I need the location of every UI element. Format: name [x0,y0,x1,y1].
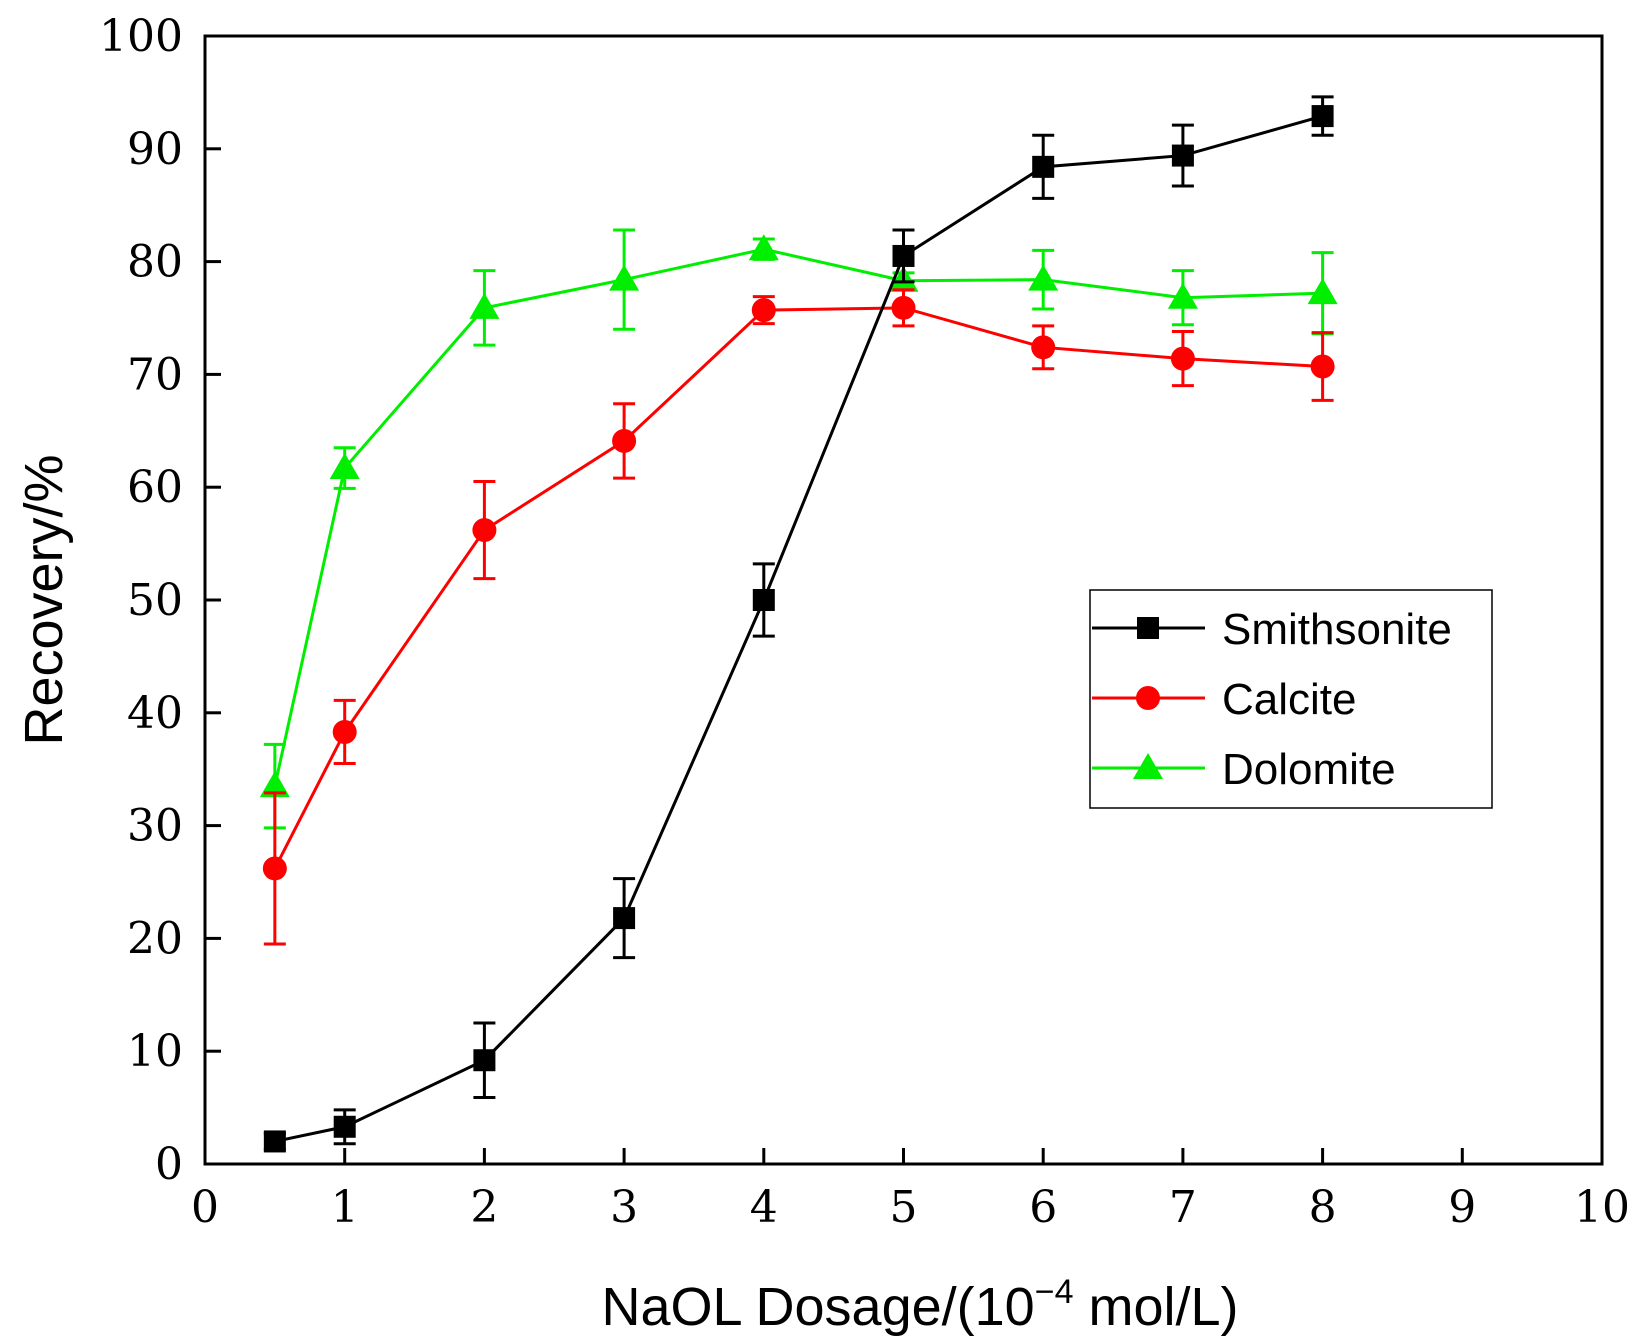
calcite-point [472,518,497,543]
x-tick-label: 5 [890,1182,918,1233]
calcite-point [262,856,287,881]
smithsonite-point [892,244,915,267]
legend: Smithsonite Calcite Dolomite [1089,589,1493,809]
smithsonite-point [613,907,636,930]
legend-swatch-marker [1137,617,1159,639]
calcite-point [751,298,776,323]
dolomite-point [1307,278,1338,305]
y-tick-label: 90 [127,124,183,175]
x-axis-title-main: NaOL Dosage/(10 [601,1277,1034,1337]
smithsonite-point [473,1049,496,1072]
series-dolomite [259,228,1338,830]
series-smithsonite [263,95,1334,1153]
dolomite-point [748,234,779,261]
smithsonite-point [752,589,775,611]
y-tick-label: 20 [127,913,183,964]
y-tick-label: 80 [127,237,183,288]
plot-frame [203,34,1604,1166]
smithsonite-point [1171,144,1194,167]
y-tick-label: 100 [99,11,183,62]
x-tick-label: 8 [1309,1182,1337,1233]
series-layer [259,95,1338,1153]
dolomite-point [1028,264,1059,291]
legend-label: Calcite [1222,675,1357,724]
x-tick-label: 2 [470,1182,498,1233]
x-axis-title-tail: mol/L) [1073,1277,1238,1337]
series-calcite [262,288,1335,946]
y-tick-label: 30 [127,801,183,852]
dolomite-point [259,771,290,798]
y-tick-label: 60 [127,462,183,513]
y-tick-label: 70 [127,349,183,400]
legend-item-dolomite: Dolomite [1092,745,1396,794]
y-tick-label: 50 [127,575,183,626]
calcite-point [1310,354,1335,379]
x-tick-label: 0 [191,1182,219,1233]
calcite-point [612,428,637,453]
smithsonite-point [263,1130,286,1153]
x-tick-label: 4 [750,1182,778,1233]
x-tick-label: 3 [610,1182,638,1233]
calcite-point [891,295,916,320]
legend-item-calcite: Calcite [1092,675,1357,724]
y-tick-label: 10 [127,1026,183,1077]
x-tick-label: 10 [1574,1182,1630,1233]
smithsonite-point [1032,155,1055,178]
calcite-point [1031,335,1056,360]
calcite-point [1170,346,1195,371]
x-tick-label: 1 [331,1182,359,1233]
dolomite-point [329,453,360,480]
dolomite-point [609,264,640,291]
dolomite-point [1167,282,1198,309]
legend-swatch-marker [1133,753,1163,779]
smithsonite-point [1311,105,1334,128]
smithsonite-point [333,1115,356,1138]
x-tick-label: 6 [1029,1182,1057,1233]
y-axis-title: Recovery/% [14,454,74,745]
x-tick-label: 9 [1448,1182,1476,1233]
y-tick-label: 0 [155,1139,183,1190]
legend-label: Dolomite [1222,745,1396,794]
legend-label: Smithsonite [1222,605,1452,654]
x-tick-label: 7 [1169,1182,1197,1233]
x-axis-title: NaOL Dosage/(10−4 mol/L) [601,1273,1238,1337]
legend-swatch-marker [1136,686,1160,710]
dolomite-point [469,292,500,319]
y-tick-label: 40 [127,688,183,739]
calcite-point [332,719,357,744]
legend-item-smithsonite: Smithsonite [1092,605,1452,654]
x-axis-title-superscript: −4 [1035,1273,1074,1311]
